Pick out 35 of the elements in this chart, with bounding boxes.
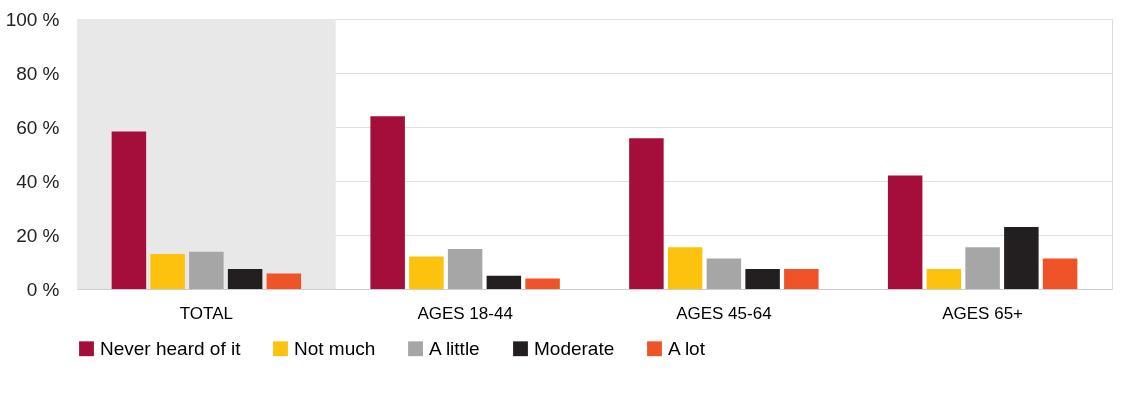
- bar: [227, 269, 263, 289]
- bar: [965, 247, 1000, 289]
- legend-label: Not much: [294, 337, 376, 359]
- x-tick-label: AGES 65+: [942, 303, 1024, 323]
- legend-label: A little: [429, 337, 480, 359]
- bar: [525, 278, 560, 289]
- bar: [111, 131, 147, 289]
- bar: [887, 175, 923, 289]
- bar: [409, 256, 444, 289]
- y-tick-label: 20 %: [16, 224, 60, 246]
- legend-label: Never heard of it: [100, 337, 242, 359]
- y-tick-label: 100 %: [5, 8, 60, 30]
- bar: [745, 269, 780, 289]
- y-tick-label: 40 %: [16, 170, 60, 192]
- bar: [1042, 258, 1078, 289]
- bar: [629, 138, 664, 289]
- x-tick-label: AGES 18-44: [417, 303, 513, 323]
- legend-label: A lot: [668, 337, 706, 359]
- bar: [266, 273, 302, 289]
- bar: [486, 275, 522, 289]
- x-tick-label: AGES 45-64: [676, 303, 772, 323]
- x-tick-label: TOTAL: [179, 303, 233, 323]
- y-tick-label: 0 %: [26, 278, 60, 300]
- bar: [926, 269, 962, 289]
- legend-label: Moderate: [534, 337, 615, 359]
- y-tick-label: 80 %: [16, 62, 60, 84]
- bar: [667, 247, 703, 289]
- bar: [706, 258, 742, 289]
- bar: [150, 253, 185, 289]
- bar: [447, 249, 483, 289]
- bar: [189, 251, 224, 289]
- bar: [370, 116, 405, 289]
- bar: [784, 269, 819, 289]
- y-tick-label: 60 %: [16, 116, 60, 138]
- bar: [1004, 226, 1039, 289]
